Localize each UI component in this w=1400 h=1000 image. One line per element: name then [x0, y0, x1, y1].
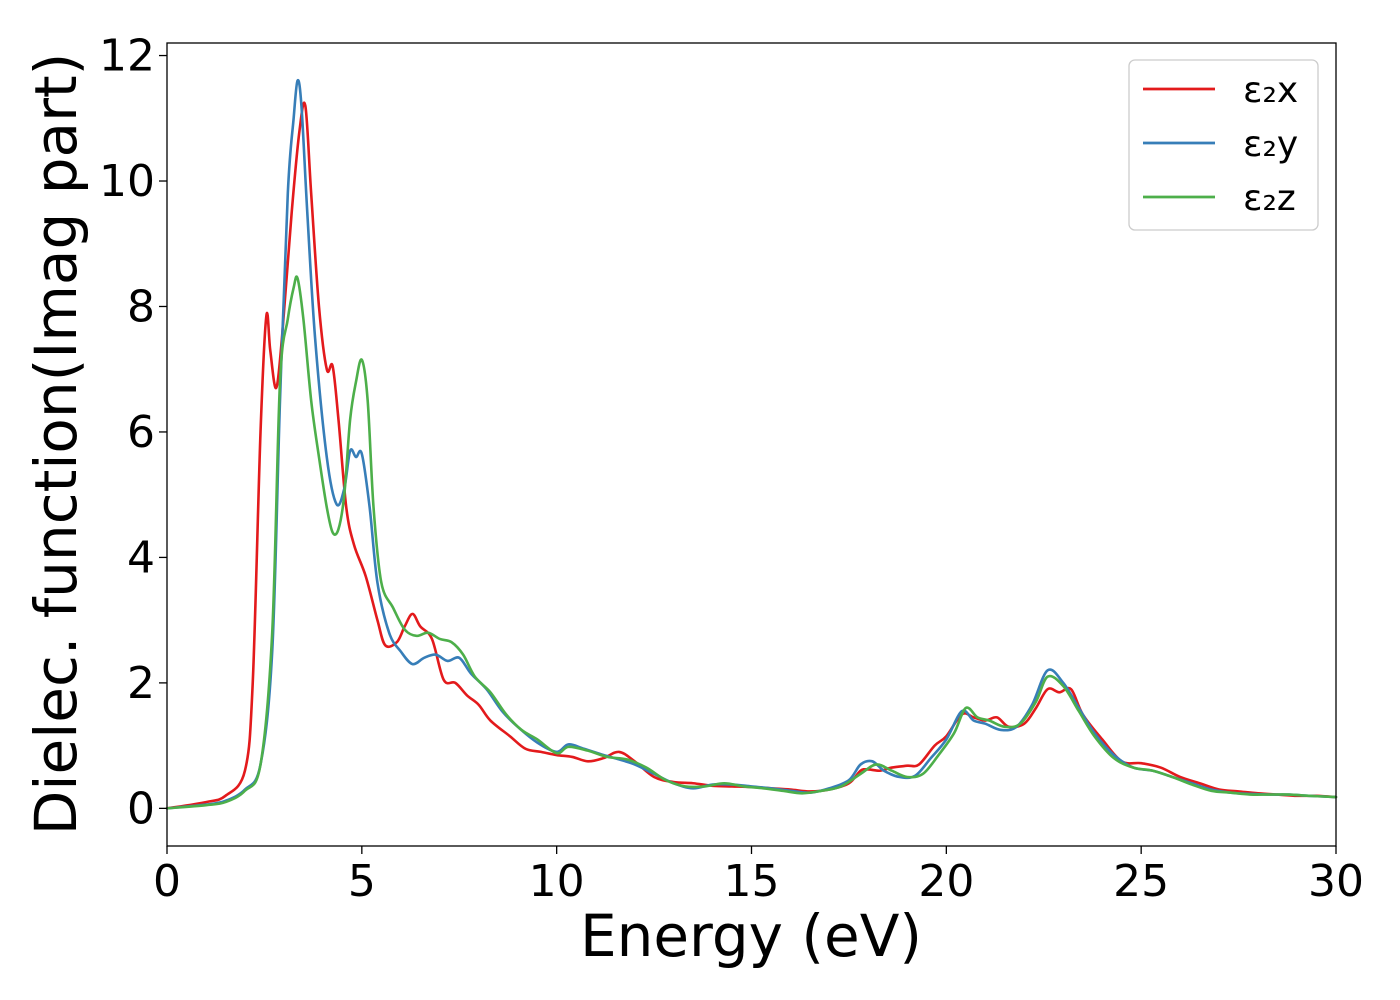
- legend-label: ε₂y: [1243, 124, 1298, 165]
- x-tick-label: 0: [153, 856, 181, 907]
- y-tick-label: 4: [127, 532, 155, 583]
- legend-box: [1128, 59, 1319, 231]
- x-tick-label: 10: [529, 856, 585, 907]
- y-tick-label: 2: [127, 658, 155, 709]
- x-tick-label: 15: [724, 856, 780, 907]
- y-tick-label: 12: [99, 31, 155, 82]
- y-tick-label: 6: [127, 407, 155, 458]
- x-tick-label: 5: [348, 856, 376, 907]
- x-axis-title: Energy (eV): [580, 902, 922, 970]
- y-tick-label: 8: [127, 281, 155, 332]
- x-tick-label: 30: [1308, 856, 1364, 907]
- series-line-2: [165, 78, 1338, 810]
- x-tick-label: 25: [1113, 856, 1169, 907]
- series-layer: [165, 78, 1338, 810]
- x-tick-label: 20: [918, 856, 974, 907]
- series-line-3: [165, 275, 1338, 810]
- y-tick-label: 0: [127, 783, 155, 834]
- y-axis: 0 2 4 6 8 10 12: [99, 31, 167, 834]
- legend-label: ε₂z: [1243, 178, 1296, 219]
- legend-label: ε₂x: [1243, 70, 1298, 111]
- y-tick-label: 10: [99, 156, 155, 207]
- y-axis-title: Dielec. function(Imag part): [22, 53, 90, 836]
- legend: ε₂x ε₂y ε₂z: [1128, 59, 1319, 231]
- x-axis: 0 5 10 15 20 25 30: [153, 846, 1364, 907]
